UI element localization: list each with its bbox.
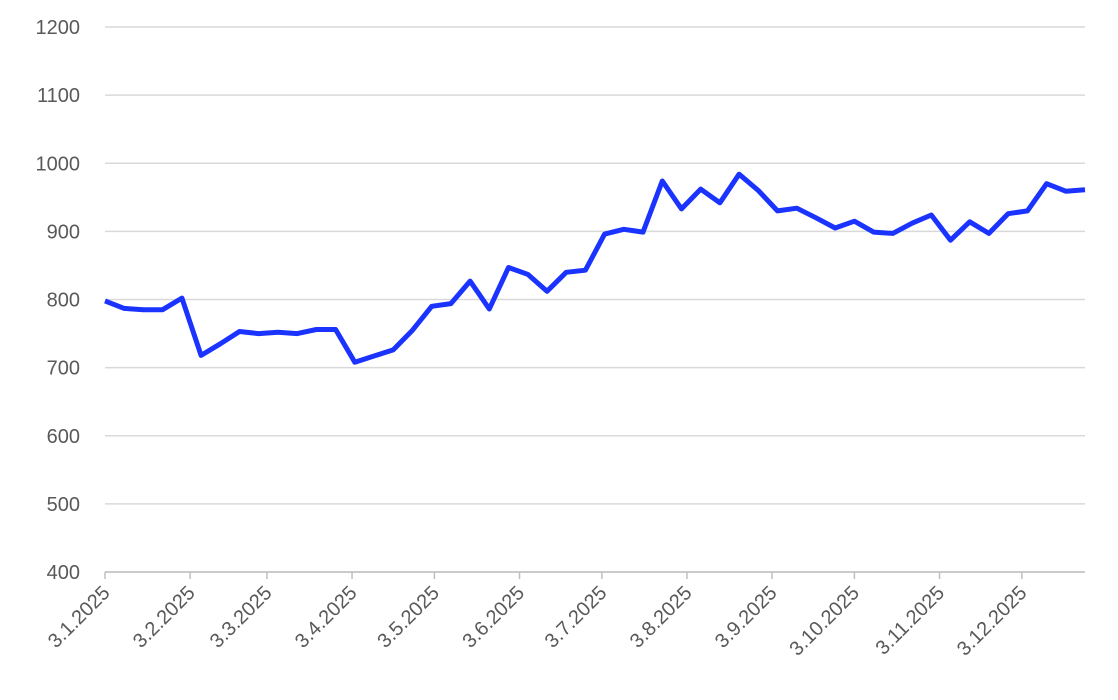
- x-tick-label: 3.11.2025: [872, 582, 949, 659]
- x-tick-label: 3.7.2025: [541, 582, 612, 653]
- y-tick-label: 600: [47, 426, 80, 448]
- y-tick-label: 900: [47, 221, 80, 243]
- y-tick-label: 1000: [36, 153, 81, 175]
- x-tick-label: 3.8.2025: [626, 582, 697, 653]
- x-tick-label: 3.5.2025: [373, 582, 444, 653]
- y-tick-label: 700: [47, 358, 80, 380]
- x-tick-label: 3.4.2025: [291, 582, 362, 653]
- y-tick-label: 800: [47, 290, 80, 312]
- x-tick-label: 3.12.2025: [953, 582, 1031, 660]
- x-tick-label: 3.2.2025: [129, 582, 200, 653]
- x-tick-label: 3.6.2025: [458, 582, 529, 653]
- x-tick-label: 3.3.2025: [206, 582, 277, 653]
- data-line: [104, 171, 1086, 365]
- y-tick-label: 500: [47, 494, 80, 516]
- y-tick-label: 1200: [36, 17, 81, 39]
- x-tick-label: 3.9.2025: [711, 582, 782, 653]
- y-tick-label: 400: [47, 562, 80, 584]
- x-tick-label: 3.10.2025: [785, 582, 863, 660]
- x-tick-label: 3.1.2025: [44, 582, 115, 653]
- y-tick-label: 1100: [37, 85, 80, 107]
